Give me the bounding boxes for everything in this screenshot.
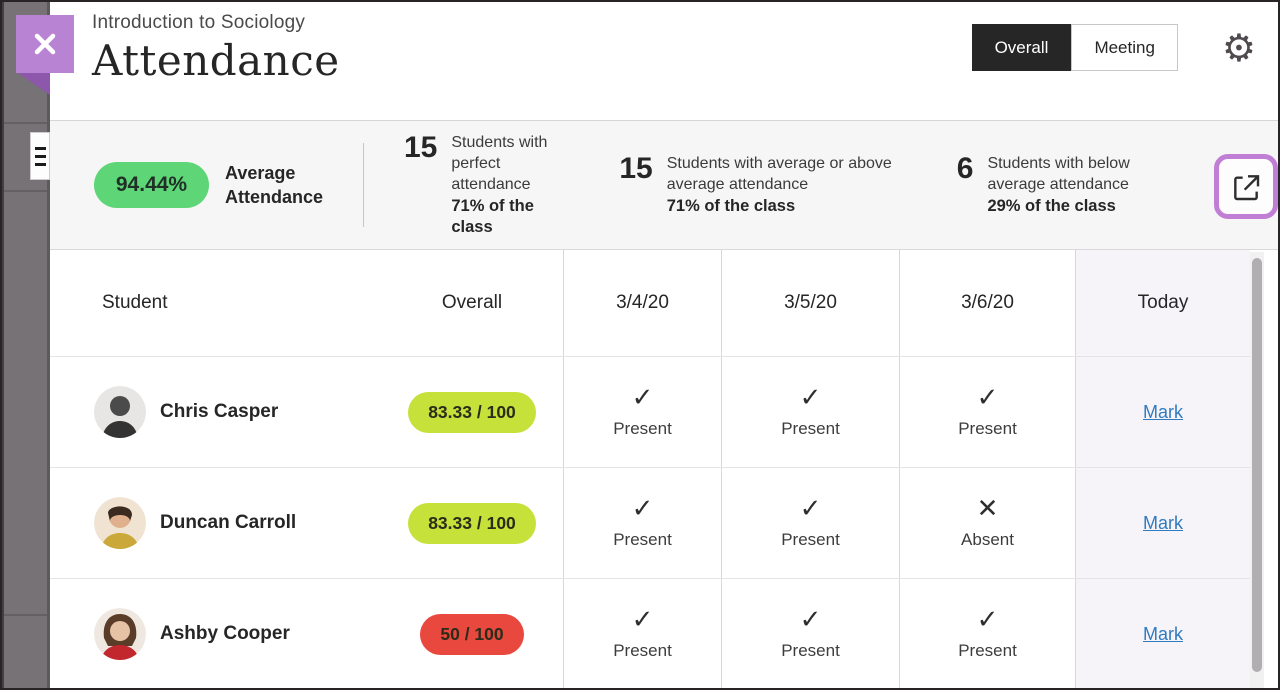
mark-link[interactable]: Mark [1143,623,1183,644]
attendance-cell[interactable]: ✓ Present [721,357,899,467]
avatar [94,497,146,549]
attendance-cell[interactable]: ✓ Present [563,579,721,688]
student-name: Duncan Carroll [160,512,297,533]
close-button[interactable] [16,15,74,73]
panel-header: Introduction to Sociology Attendance Ove… [50,2,1278,120]
average-attendance-pill: 94.44% [94,162,209,208]
student-name: Chris Casper [160,401,279,422]
cross-icon: ✕ [976,494,999,524]
attendance-cell[interactable]: ✓ Present [721,579,899,688]
stat-fraction: 29% of the class [987,197,1116,215]
column-date-2: 3/5/20 [784,292,837,313]
overall-score-pill: 50 / 100 [420,613,524,655]
attendance-panel: Introduction to Sociology Attendance Ove… [50,2,1278,688]
stat-count: 15 [404,131,438,164]
avatar [94,386,146,438]
hamburger-icon[interactable] [30,132,50,180]
check-icon: ✓ [799,383,822,413]
check-icon: ✓ [631,383,654,413]
table-header-row: Student Overall 3/4/20 3/5/20 3/6/20 Tod… [50,250,1250,356]
check-icon: ✓ [631,605,654,635]
attendance-cell[interactable]: ✓ Present [563,468,721,578]
student-name: Ashby Cooper [160,623,290,644]
overall-score-pill: 83.33 / 100 [408,391,536,433]
stat-perfect-attendance: 15 Students with perfect attendance 71% … [404,132,563,238]
average-attendance-label: Average Attendance [225,163,324,207]
stat-above-average: 15 Students with average or above averag… [619,153,898,217]
toggle-meeting[interactable]: Meeting [1071,24,1178,71]
view-toggle: Overall Meeting [971,24,1178,71]
external-link-icon [1234,174,1260,200]
attendance-cell[interactable]: ✕ Absent [899,468,1075,578]
close-icon [34,33,56,55]
background-page-strip [2,2,50,688]
stat-description: Students with perfect attendance [451,134,548,193]
gear-icon[interactable]: ⚙ [1221,25,1256,70]
table-row: Chris Casper 83.33 / 100 ✓ Present ✓ Pre… [50,356,1250,467]
stat-fraction: 71% of the class [451,197,534,236]
expand-report-button[interactable] [1214,154,1278,219]
stat-fraction: 71% of the class [666,197,796,215]
column-overall: Overall [441,292,503,313]
avatar [94,608,146,660]
page-title: Attendance [92,36,340,85]
stat-below-average: 6 Students with below average attendance… [957,153,1176,217]
table-row: Duncan Carroll 83.33 / 100 ✓ Present ✓ P… [50,467,1250,578]
toggle-overall[interactable]: Overall [971,24,1072,71]
check-icon: ✓ [976,605,999,635]
stat-count: 15 [619,152,653,185]
column-date-1: 3/4/20 [616,292,669,313]
check-icon: ✓ [631,494,654,524]
table-scrollbar[interactable] [1250,252,1264,688]
attendance-cell[interactable]: ✓ Present [899,579,1075,688]
column-date-3: 3/6/20 [961,292,1014,313]
overall-score-pill: 83.33 / 100 [408,502,536,544]
stat-description: Students with average or above average a… [666,155,892,193]
column-today: Today [1137,292,1189,313]
scrollbar-thumb[interactable] [1252,258,1262,672]
stat-count: 6 [956,152,974,185]
table-row: Ashby Cooper 50 / 100 ✓ Present ✓ Presen… [50,578,1250,688]
attendance-cell[interactable]: ✓ Present [721,468,899,578]
check-icon: ✓ [799,605,822,635]
stats-divider [363,143,364,227]
stat-description: Students with below average attendance [987,155,1130,193]
check-icon: ✓ [799,494,822,524]
attendance-table: Student Overall 3/4/20 3/5/20 3/6/20 Tod… [50,250,1278,688]
stats-bar: 94.44% Average Attendance 15 Students wi… [50,120,1278,250]
column-student: Student [102,292,168,313]
mark-link[interactable]: Mark [1143,512,1183,533]
mark-link[interactable]: Mark [1143,401,1183,422]
attendance-cell[interactable]: ✓ Present [899,357,1075,467]
attendance-cell[interactable]: ✓ Present [563,357,721,467]
course-name: Introduction to Sociology [92,12,306,33]
check-icon: ✓ [976,383,999,413]
